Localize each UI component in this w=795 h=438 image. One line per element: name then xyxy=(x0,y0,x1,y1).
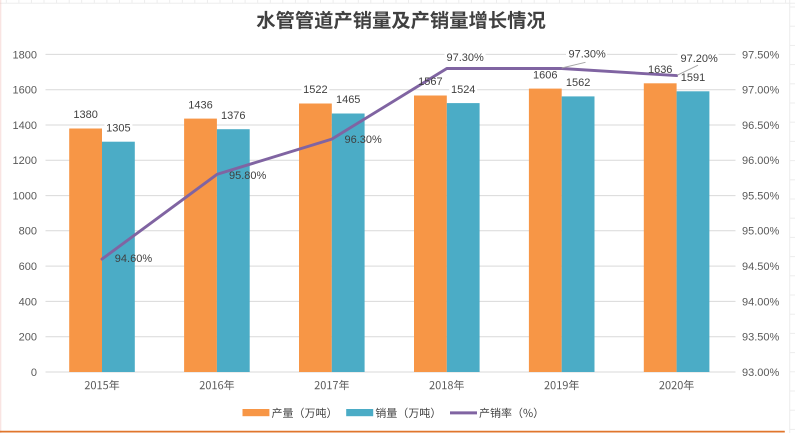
svg-text:96.00%: 96.00% xyxy=(742,155,780,167)
svg-text:1636: 1636 xyxy=(648,64,672,76)
svg-text:94.50%: 94.50% xyxy=(742,261,780,273)
svg-text:1600: 1600 xyxy=(13,85,37,97)
svg-text:93.00%: 93.00% xyxy=(742,367,780,379)
svg-text:1380: 1380 xyxy=(73,109,97,121)
svg-text:93.50%: 93.50% xyxy=(742,332,780,344)
svg-text:97.30%: 97.30% xyxy=(569,48,607,60)
svg-text:1436: 1436 xyxy=(188,99,212,111)
svg-text:1522: 1522 xyxy=(303,84,327,96)
svg-text:1591: 1591 xyxy=(681,72,705,84)
svg-text:200: 200 xyxy=(19,332,37,344)
svg-text:95.80%: 95.80% xyxy=(229,170,267,182)
svg-text:0: 0 xyxy=(31,367,37,379)
svg-text:97.00%: 97.00% xyxy=(742,85,780,97)
svg-text:1200: 1200 xyxy=(13,155,37,167)
svg-text:97.20%: 97.20% xyxy=(681,53,719,65)
svg-text:96.50%: 96.50% xyxy=(742,120,780,132)
svg-text:1524: 1524 xyxy=(451,84,475,96)
svg-text:1305: 1305 xyxy=(106,122,130,134)
svg-text:94.00%: 94.00% xyxy=(742,296,780,308)
svg-text:1562: 1562 xyxy=(566,77,590,89)
svg-text:97.50%: 97.50% xyxy=(742,49,780,61)
svg-text:400: 400 xyxy=(19,296,37,308)
svg-text:1800: 1800 xyxy=(13,49,37,61)
svg-text:800: 800 xyxy=(19,226,37,238)
svg-text:1000: 1000 xyxy=(13,191,37,203)
svg-text:94.60%: 94.60% xyxy=(115,253,153,265)
svg-text:96.30%: 96.30% xyxy=(345,134,383,146)
svg-text:1465: 1465 xyxy=(336,94,360,106)
svg-text:1567: 1567 xyxy=(418,76,442,88)
svg-text:95.50%: 95.50% xyxy=(742,191,780,203)
svg-text:1376: 1376 xyxy=(221,110,245,122)
svg-text:1606: 1606 xyxy=(533,69,557,81)
svg-text:600: 600 xyxy=(19,261,37,273)
svg-text:97.30%: 97.30% xyxy=(447,52,485,64)
svg-text:95.00%: 95.00% xyxy=(742,226,780,238)
svg-text:1400: 1400 xyxy=(13,120,37,132)
